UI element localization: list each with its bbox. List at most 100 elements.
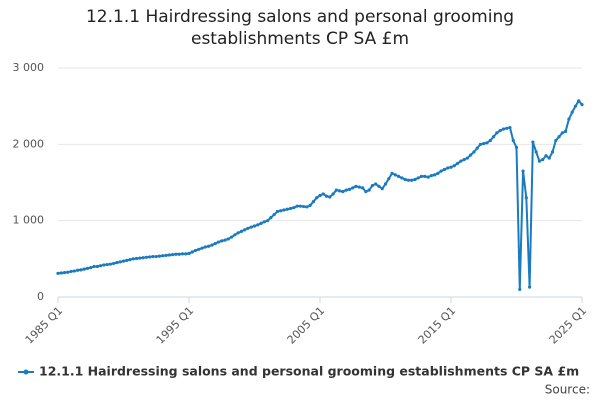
data-point — [518, 287, 522, 291]
data-point — [436, 171, 440, 175]
data-point — [442, 167, 447, 172]
data-point — [573, 104, 578, 108]
data-point — [223, 238, 227, 242]
data-point — [82, 267, 86, 271]
data-point — [344, 188, 348, 192]
data-point — [449, 165, 453, 169]
data-point — [577, 99, 581, 103]
data-point — [560, 131, 564, 135]
data-point — [295, 204, 299, 208]
data-point — [416, 176, 420, 180]
legend-marker — [23, 369, 29, 375]
data-point — [554, 138, 558, 143]
data-point — [180, 252, 185, 256]
data-point — [469, 153, 473, 157]
data-point — [550, 150, 555, 154]
data-point — [288, 206, 293, 211]
data-point — [521, 169, 525, 173]
data-point — [390, 171, 394, 175]
data-point — [141, 256, 145, 260]
data-point — [534, 150, 538, 154]
data-point — [148, 255, 152, 259]
data-point — [207, 244, 211, 248]
data-point — [95, 264, 99, 269]
data-point — [138, 256, 142, 260]
data-point — [285, 207, 289, 211]
data-point — [338, 189, 342, 193]
data-point — [514, 145, 519, 149]
data-point — [98, 264, 103, 268]
data-point — [351, 186, 355, 190]
y-tick-label: 1 000 — [13, 214, 45, 227]
data-point — [59, 271, 63, 275]
data-point — [79, 268, 83, 272]
data-point — [413, 177, 417, 182]
data-point — [410, 178, 414, 182]
data-point — [537, 159, 542, 163]
data-point — [279, 209, 283, 213]
data-point — [547, 156, 551, 160]
data-point — [69, 269, 73, 274]
data-point — [102, 263, 106, 267]
data-point — [433, 173, 437, 177]
data-point — [465, 156, 469, 160]
data-point — [167, 253, 171, 257]
data-point — [85, 266, 90, 270]
data-point — [397, 174, 401, 178]
data-point — [318, 193, 322, 198]
data-point — [259, 221, 263, 225]
x-tick-label: 2015 Q1 — [416, 304, 459, 347]
data-point — [151, 254, 155, 259]
data-point — [193, 248, 198, 253]
data-point — [275, 209, 280, 214]
data-point — [452, 164, 456, 168]
data-point — [269, 216, 273, 220]
data-point — [564, 129, 568, 133]
data-point — [108, 262, 112, 266]
data-point — [380, 187, 384, 191]
data-point — [118, 260, 122, 264]
data-point — [135, 256, 139, 261]
data-point — [213, 241, 217, 246]
data-point — [174, 252, 178, 256]
data-point — [511, 138, 515, 143]
data-point — [498, 128, 502, 133]
data-point — [501, 127, 505, 131]
data-point — [190, 250, 194, 254]
data-point — [570, 110, 574, 114]
data-point — [177, 252, 181, 256]
data-point — [423, 174, 427, 178]
source: Source: — [545, 383, 590, 397]
data-point — [298, 204, 302, 208]
data-point — [478, 142, 483, 146]
data-point — [315, 196, 319, 200]
data-point — [164, 253, 168, 257]
data-point — [387, 177, 391, 181]
legend-label: 12.1.1 Hairdressing salons and personal … — [39, 364, 579, 379]
data-point — [282, 208, 286, 212]
data-point — [439, 169, 443, 173]
data-point — [354, 184, 358, 188]
data-point — [236, 231, 240, 235]
data-point — [347, 187, 352, 191]
data-point — [377, 184, 381, 188]
data-point — [491, 135, 496, 139]
data-point — [229, 235, 234, 239]
data-point — [557, 135, 561, 139]
data-point — [203, 245, 207, 249]
y-tick-label: 0 — [37, 290, 44, 303]
data-point — [459, 159, 463, 163]
data-point — [544, 154, 548, 158]
data-point — [331, 192, 335, 196]
data-point — [360, 186, 365, 190]
data-point — [72, 269, 76, 273]
data-point — [184, 252, 188, 256]
data-point — [220, 239, 224, 243]
data-point — [243, 228, 247, 232]
data-point — [482, 141, 486, 146]
data-point — [426, 175, 430, 179]
data-point — [393, 173, 397, 177]
data-point — [92, 264, 96, 269]
data-point — [505, 126, 509, 130]
data-point — [105, 262, 109, 267]
